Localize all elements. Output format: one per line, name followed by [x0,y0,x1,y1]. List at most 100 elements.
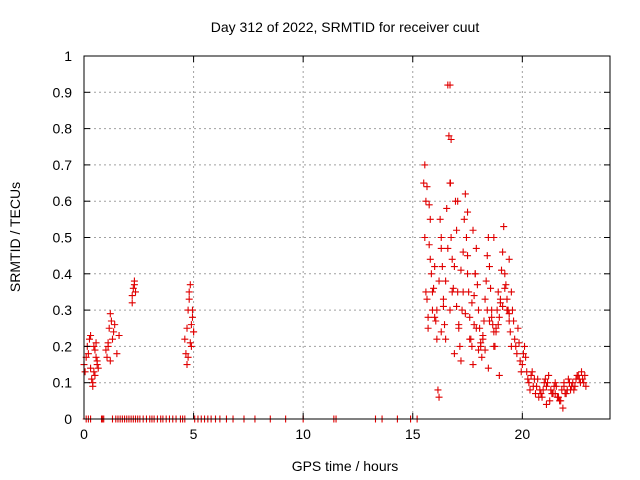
data-point [459,288,467,296]
data-point [496,295,504,303]
x-axis-label: GPS time / hours [292,458,399,474]
data-point [449,284,457,292]
data-point [447,234,455,241]
data-point [421,234,429,241]
data-point [490,342,498,350]
data-point [422,197,430,205]
data-point [427,270,435,278]
data-point [424,324,432,332]
data-point [435,393,443,401]
data-point [503,306,511,314]
data-point [539,386,547,394]
data-point [498,266,506,274]
data-point [472,244,480,252]
data-point [513,350,521,358]
data-point [542,400,550,408]
data-point [81,368,89,376]
data-point [454,197,462,205]
data-point [514,324,522,332]
data-point [524,375,532,383]
data-point [541,375,549,383]
data-point [433,335,441,343]
data-point [557,397,565,405]
data-point [466,335,474,343]
data-point [90,368,98,376]
data-point [422,288,430,296]
data-point [490,234,498,241]
data-point [482,277,490,285]
data-point [424,313,432,321]
data-point [187,342,195,350]
data-point [446,179,454,187]
data-point [426,255,434,263]
data-point [181,335,189,343]
data-point [564,375,572,383]
data-point [92,339,100,347]
y-axis-label: SRMTID / TECUs [7,182,23,292]
data-point [473,281,481,289]
data-point [428,288,436,296]
data-point [183,361,191,369]
data-point [506,328,514,336]
data-point [457,266,465,274]
data-point [432,317,440,325]
data-point [515,339,523,347]
data-point [453,226,461,234]
data-point [500,223,508,231]
data-point [437,234,445,241]
y-tick-label: 0.7 [53,157,73,173]
data-point [505,255,513,263]
data-point [87,332,95,340]
data-point [431,263,439,271]
data-point [499,302,507,310]
data-point [470,292,478,300]
data-point [437,328,445,336]
data-point [448,255,456,263]
data-point [105,324,113,332]
axis-ticks [83,55,610,420]
data-point [88,375,96,383]
data-point [494,288,502,296]
data-point [485,263,493,271]
data-point [439,295,447,303]
data-point [507,288,515,296]
data-point [182,350,190,358]
data-point [110,328,118,336]
data-point [186,339,194,347]
data-point [103,353,111,361]
data-point [93,361,101,369]
data-point [91,371,99,379]
data-point [501,284,509,292]
data-point [426,215,434,223]
data-point [547,386,555,394]
data-point [507,342,515,350]
data-point [530,375,538,383]
data-point [518,361,526,369]
data-point [554,393,562,401]
data-point [544,379,552,387]
data-point [455,321,463,329]
data-point [516,357,524,365]
data-point [447,135,455,143]
data-point [519,350,527,358]
data-point [502,281,510,289]
data-point [483,252,491,260]
data-point [525,379,533,387]
data-point [444,244,452,252]
data-point [495,371,503,379]
data-point [545,371,553,379]
data-point [579,375,587,383]
x-tick-label: 10 [295,426,311,442]
data-point [559,404,567,412]
x-tick-labels: 0 5 10 15 20 [80,426,530,442]
data-point [89,382,97,390]
data-point [550,382,558,390]
data-point [483,306,491,314]
data-point [113,350,121,358]
data-point [475,306,482,314]
data-point [188,306,196,314]
data-point [442,277,450,285]
data-point [433,306,441,314]
data-point [462,234,470,241]
